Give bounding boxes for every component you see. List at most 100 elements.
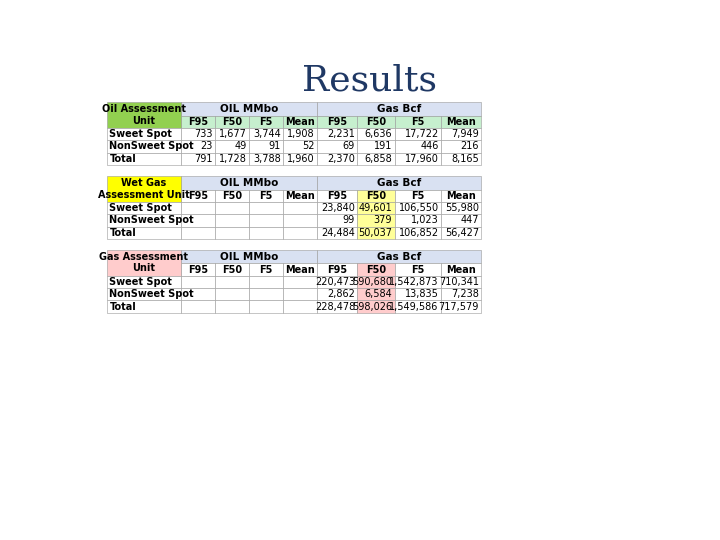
Text: 191: 191	[374, 141, 392, 151]
Text: F95: F95	[188, 191, 208, 201]
FancyBboxPatch shape	[107, 140, 181, 153]
Text: 446: 446	[420, 141, 438, 151]
Text: 91: 91	[269, 141, 281, 151]
FancyBboxPatch shape	[215, 140, 249, 153]
FancyBboxPatch shape	[395, 140, 441, 153]
FancyBboxPatch shape	[357, 264, 395, 276]
Text: NonSweet Spot: NonSweet Spot	[109, 141, 194, 151]
FancyBboxPatch shape	[441, 202, 482, 214]
FancyBboxPatch shape	[107, 202, 181, 214]
FancyBboxPatch shape	[357, 276, 395, 288]
FancyBboxPatch shape	[441, 264, 482, 276]
FancyBboxPatch shape	[395, 214, 441, 226]
FancyBboxPatch shape	[107, 153, 181, 165]
FancyBboxPatch shape	[357, 190, 395, 202]
Text: 7,238: 7,238	[451, 289, 479, 299]
FancyBboxPatch shape	[317, 300, 357, 313]
Text: Gas Bcf: Gas Bcf	[377, 252, 421, 261]
FancyBboxPatch shape	[395, 202, 441, 214]
Text: 447: 447	[461, 215, 479, 225]
Text: 1,908: 1,908	[287, 129, 315, 139]
FancyBboxPatch shape	[249, 226, 283, 239]
FancyBboxPatch shape	[107, 226, 181, 239]
FancyBboxPatch shape	[283, 190, 317, 202]
FancyBboxPatch shape	[283, 128, 317, 140]
FancyBboxPatch shape	[317, 153, 357, 165]
FancyBboxPatch shape	[317, 102, 482, 116]
FancyBboxPatch shape	[357, 153, 395, 165]
Text: 17,722: 17,722	[405, 129, 438, 139]
FancyBboxPatch shape	[395, 116, 441, 128]
FancyBboxPatch shape	[317, 288, 357, 300]
FancyBboxPatch shape	[357, 288, 395, 300]
FancyBboxPatch shape	[317, 176, 482, 190]
FancyBboxPatch shape	[317, 276, 357, 288]
FancyBboxPatch shape	[283, 226, 317, 239]
FancyBboxPatch shape	[181, 128, 215, 140]
FancyBboxPatch shape	[215, 202, 249, 214]
Text: Sweet Spot: Sweet Spot	[109, 129, 172, 139]
FancyBboxPatch shape	[215, 300, 249, 313]
Text: OIL MMbo: OIL MMbo	[220, 178, 278, 187]
Text: 106,852: 106,852	[399, 228, 438, 238]
Text: 55,980: 55,980	[445, 203, 479, 213]
Text: Gas Bcf: Gas Bcf	[377, 178, 421, 187]
FancyBboxPatch shape	[441, 276, 482, 288]
FancyBboxPatch shape	[181, 140, 215, 153]
FancyBboxPatch shape	[215, 226, 249, 239]
Text: 69: 69	[343, 141, 355, 151]
FancyBboxPatch shape	[215, 288, 249, 300]
Text: 99: 99	[343, 215, 355, 225]
Text: 6,858: 6,858	[364, 154, 392, 164]
Text: 8,165: 8,165	[451, 154, 479, 164]
FancyBboxPatch shape	[317, 249, 482, 264]
Text: Wet Gas
Assessment Unit: Wet Gas Assessment Unit	[98, 178, 190, 200]
Text: 6,636: 6,636	[364, 129, 392, 139]
Text: 2,370: 2,370	[327, 154, 355, 164]
Text: 791: 791	[194, 154, 212, 164]
Text: 220,473: 220,473	[315, 277, 355, 287]
Text: 7,949: 7,949	[451, 129, 479, 139]
FancyBboxPatch shape	[317, 202, 357, 214]
FancyBboxPatch shape	[107, 102, 181, 128]
FancyBboxPatch shape	[107, 276, 181, 288]
FancyBboxPatch shape	[181, 190, 215, 202]
FancyBboxPatch shape	[283, 288, 317, 300]
FancyBboxPatch shape	[441, 226, 482, 239]
FancyBboxPatch shape	[357, 128, 395, 140]
Text: Total: Total	[109, 301, 136, 312]
Text: 49: 49	[234, 141, 246, 151]
Text: Mean: Mean	[285, 117, 315, 127]
FancyBboxPatch shape	[107, 288, 181, 300]
Text: F5: F5	[411, 191, 425, 201]
FancyBboxPatch shape	[441, 116, 482, 128]
FancyBboxPatch shape	[181, 153, 215, 165]
Text: Mean: Mean	[446, 191, 476, 201]
Text: 598,026: 598,026	[352, 301, 392, 312]
FancyBboxPatch shape	[249, 140, 283, 153]
FancyBboxPatch shape	[395, 128, 441, 140]
Text: Mean: Mean	[285, 191, 315, 201]
Text: 49,601: 49,601	[359, 203, 392, 213]
Text: 1,728: 1,728	[219, 154, 246, 164]
Text: Gas Assessment
Unit: Gas Assessment Unit	[99, 252, 189, 273]
FancyBboxPatch shape	[395, 153, 441, 165]
FancyBboxPatch shape	[107, 214, 181, 226]
FancyBboxPatch shape	[181, 226, 215, 239]
FancyBboxPatch shape	[441, 288, 482, 300]
FancyBboxPatch shape	[283, 202, 317, 214]
FancyBboxPatch shape	[317, 128, 357, 140]
FancyBboxPatch shape	[317, 140, 357, 153]
FancyBboxPatch shape	[283, 300, 317, 313]
FancyBboxPatch shape	[181, 249, 317, 264]
FancyBboxPatch shape	[181, 116, 215, 128]
FancyBboxPatch shape	[215, 116, 249, 128]
Text: F95: F95	[327, 191, 347, 201]
FancyBboxPatch shape	[441, 190, 482, 202]
Text: 379: 379	[374, 215, 392, 225]
Text: 216: 216	[461, 141, 479, 151]
Text: F50: F50	[222, 117, 242, 127]
FancyBboxPatch shape	[107, 128, 181, 140]
FancyBboxPatch shape	[283, 116, 317, 128]
FancyBboxPatch shape	[317, 214, 357, 226]
